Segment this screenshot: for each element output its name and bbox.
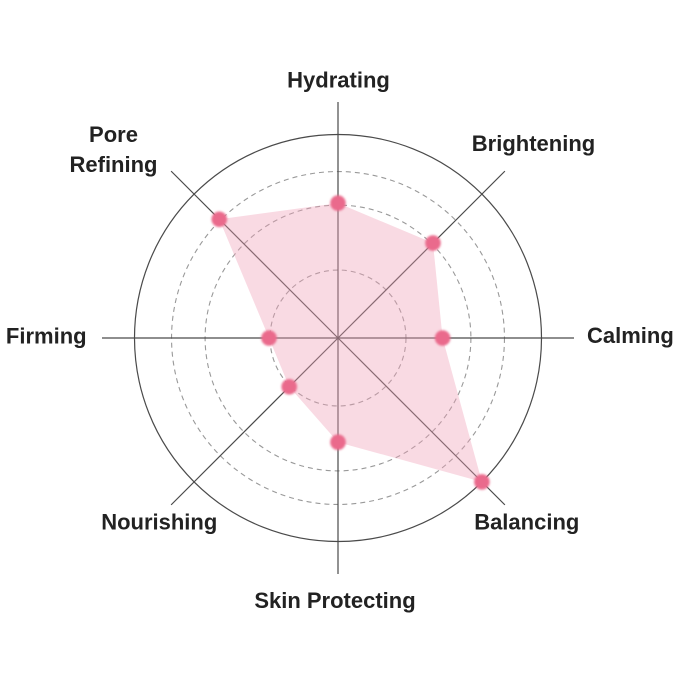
svg-text:Skin Protecting: Skin Protecting <box>254 588 415 613</box>
svg-text:Balancing: Balancing <box>474 509 579 534</box>
svg-text:Nourishing: Nourishing <box>101 510 217 535</box>
svg-text:Pore: Pore <box>89 122 138 147</box>
svg-text:Hydrating: Hydrating <box>287 67 390 92</box>
svg-text:Brightening: Brightening <box>472 131 595 156</box>
svg-text:Refining: Refining <box>70 152 158 177</box>
svg-text:Firming: Firming <box>6 323 87 348</box>
svg-text:Calming: Calming <box>587 323 674 348</box>
